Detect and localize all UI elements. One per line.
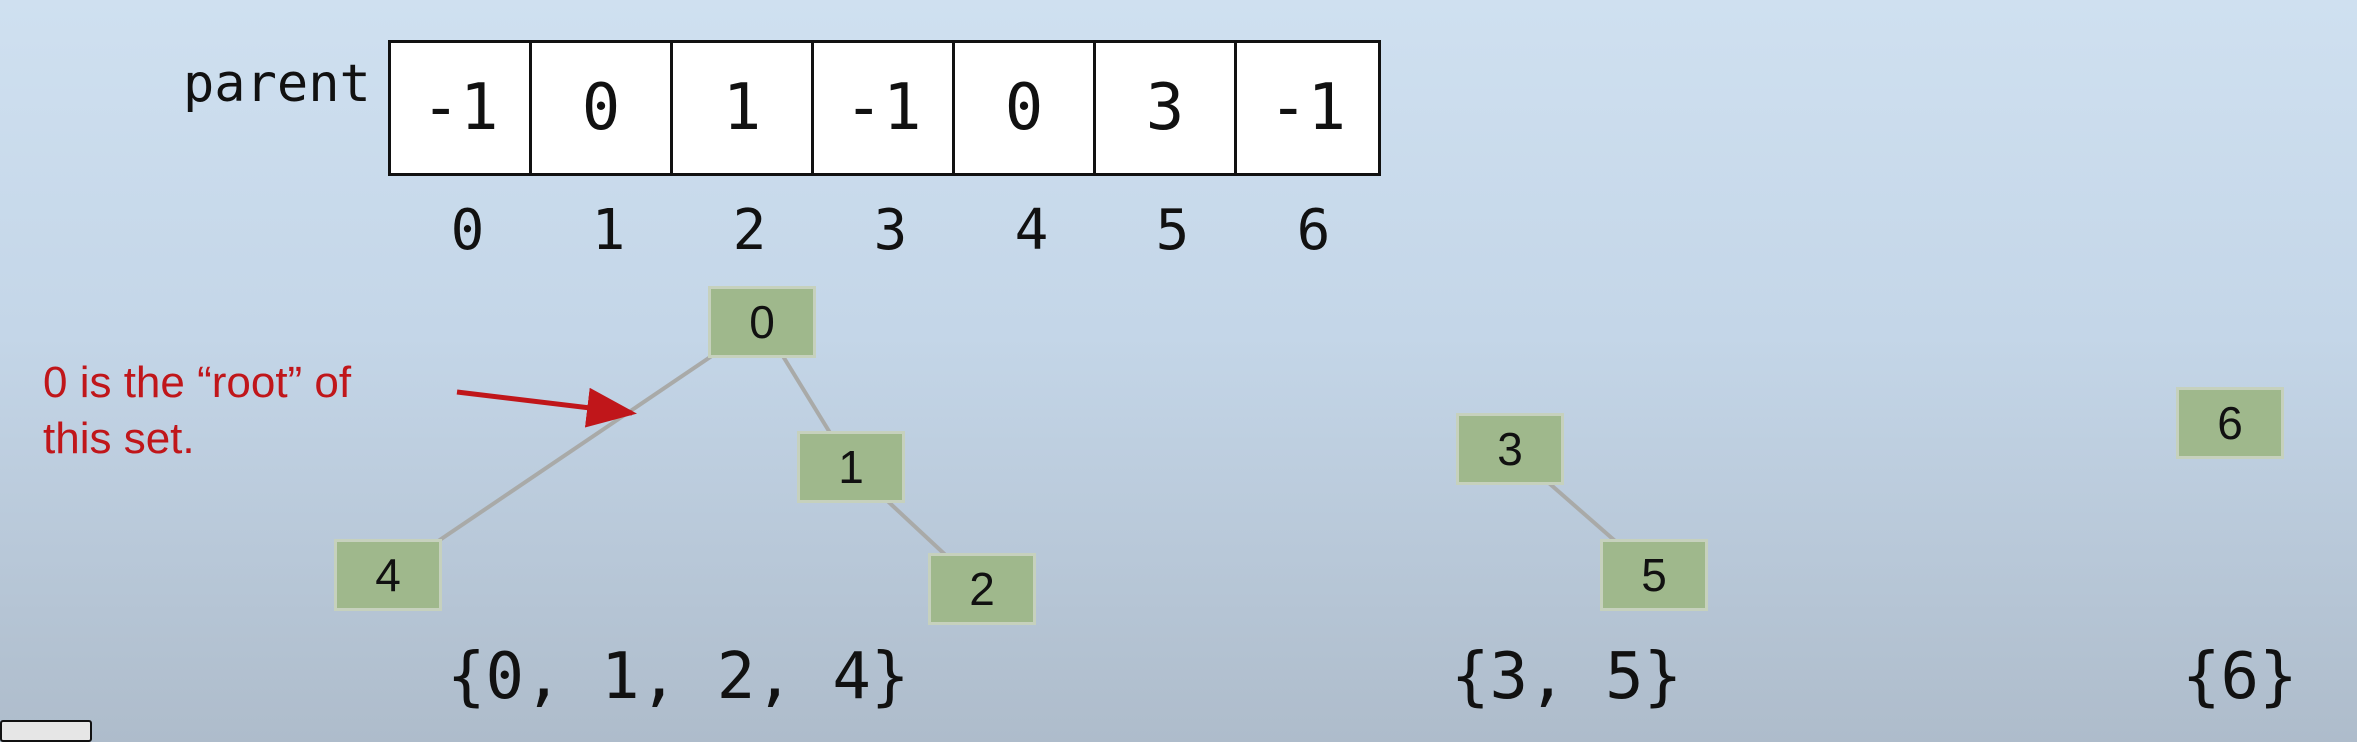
tree-node-4: 4 <box>334 539 442 611</box>
array-index-1: 1 <box>591 198 626 263</box>
root-pointer-arrow <box>456 387 637 428</box>
tree-node-0: 0 <box>708 286 816 358</box>
array-cell-3: -1 <box>814 43 955 173</box>
array-cell-5: 3 <box>1096 43 1237 173</box>
root-annotation: 0 is the “root” of this set. <box>43 358 352 464</box>
array-cell-1: 0 <box>532 43 673 173</box>
tree-node-5: 5 <box>1600 539 1708 611</box>
set-label-1: {3, 5} <box>1451 640 1683 714</box>
array-index-2: 2 <box>732 198 767 263</box>
array-cell-6: -1 <box>1268 71 1347 145</box>
license-badge <box>0 720 92 742</box>
array-cell-2: 1 <box>673 43 814 173</box>
tree-node-3: 3 <box>1456 413 1564 485</box>
array-index-0: 0 <box>450 198 485 263</box>
array-cell-4: 0 <box>955 43 1096 173</box>
set-label-2: {6} <box>2182 640 2298 714</box>
array-index-3: 3 <box>873 198 908 263</box>
tree-edge-0-4 <box>386 320 764 577</box>
array-index-4: 4 <box>1014 198 1049 263</box>
tree-node-2: 2 <box>928 553 1036 625</box>
array-cell-0: -1 <box>391 43 532 173</box>
array-index-6: 6 <box>1296 198 1331 263</box>
tree-node-1: 1 <box>797 431 905 503</box>
tree-node-6: 6 <box>2176 387 2284 459</box>
set-label-0: {0, 1, 2, 4} <box>447 640 910 714</box>
array-index-5: 5 <box>1155 198 1190 263</box>
array-label: parent <box>183 54 371 114</box>
parent-array: -1 0 1 -1 0 3 -1 <box>388 40 1381 176</box>
